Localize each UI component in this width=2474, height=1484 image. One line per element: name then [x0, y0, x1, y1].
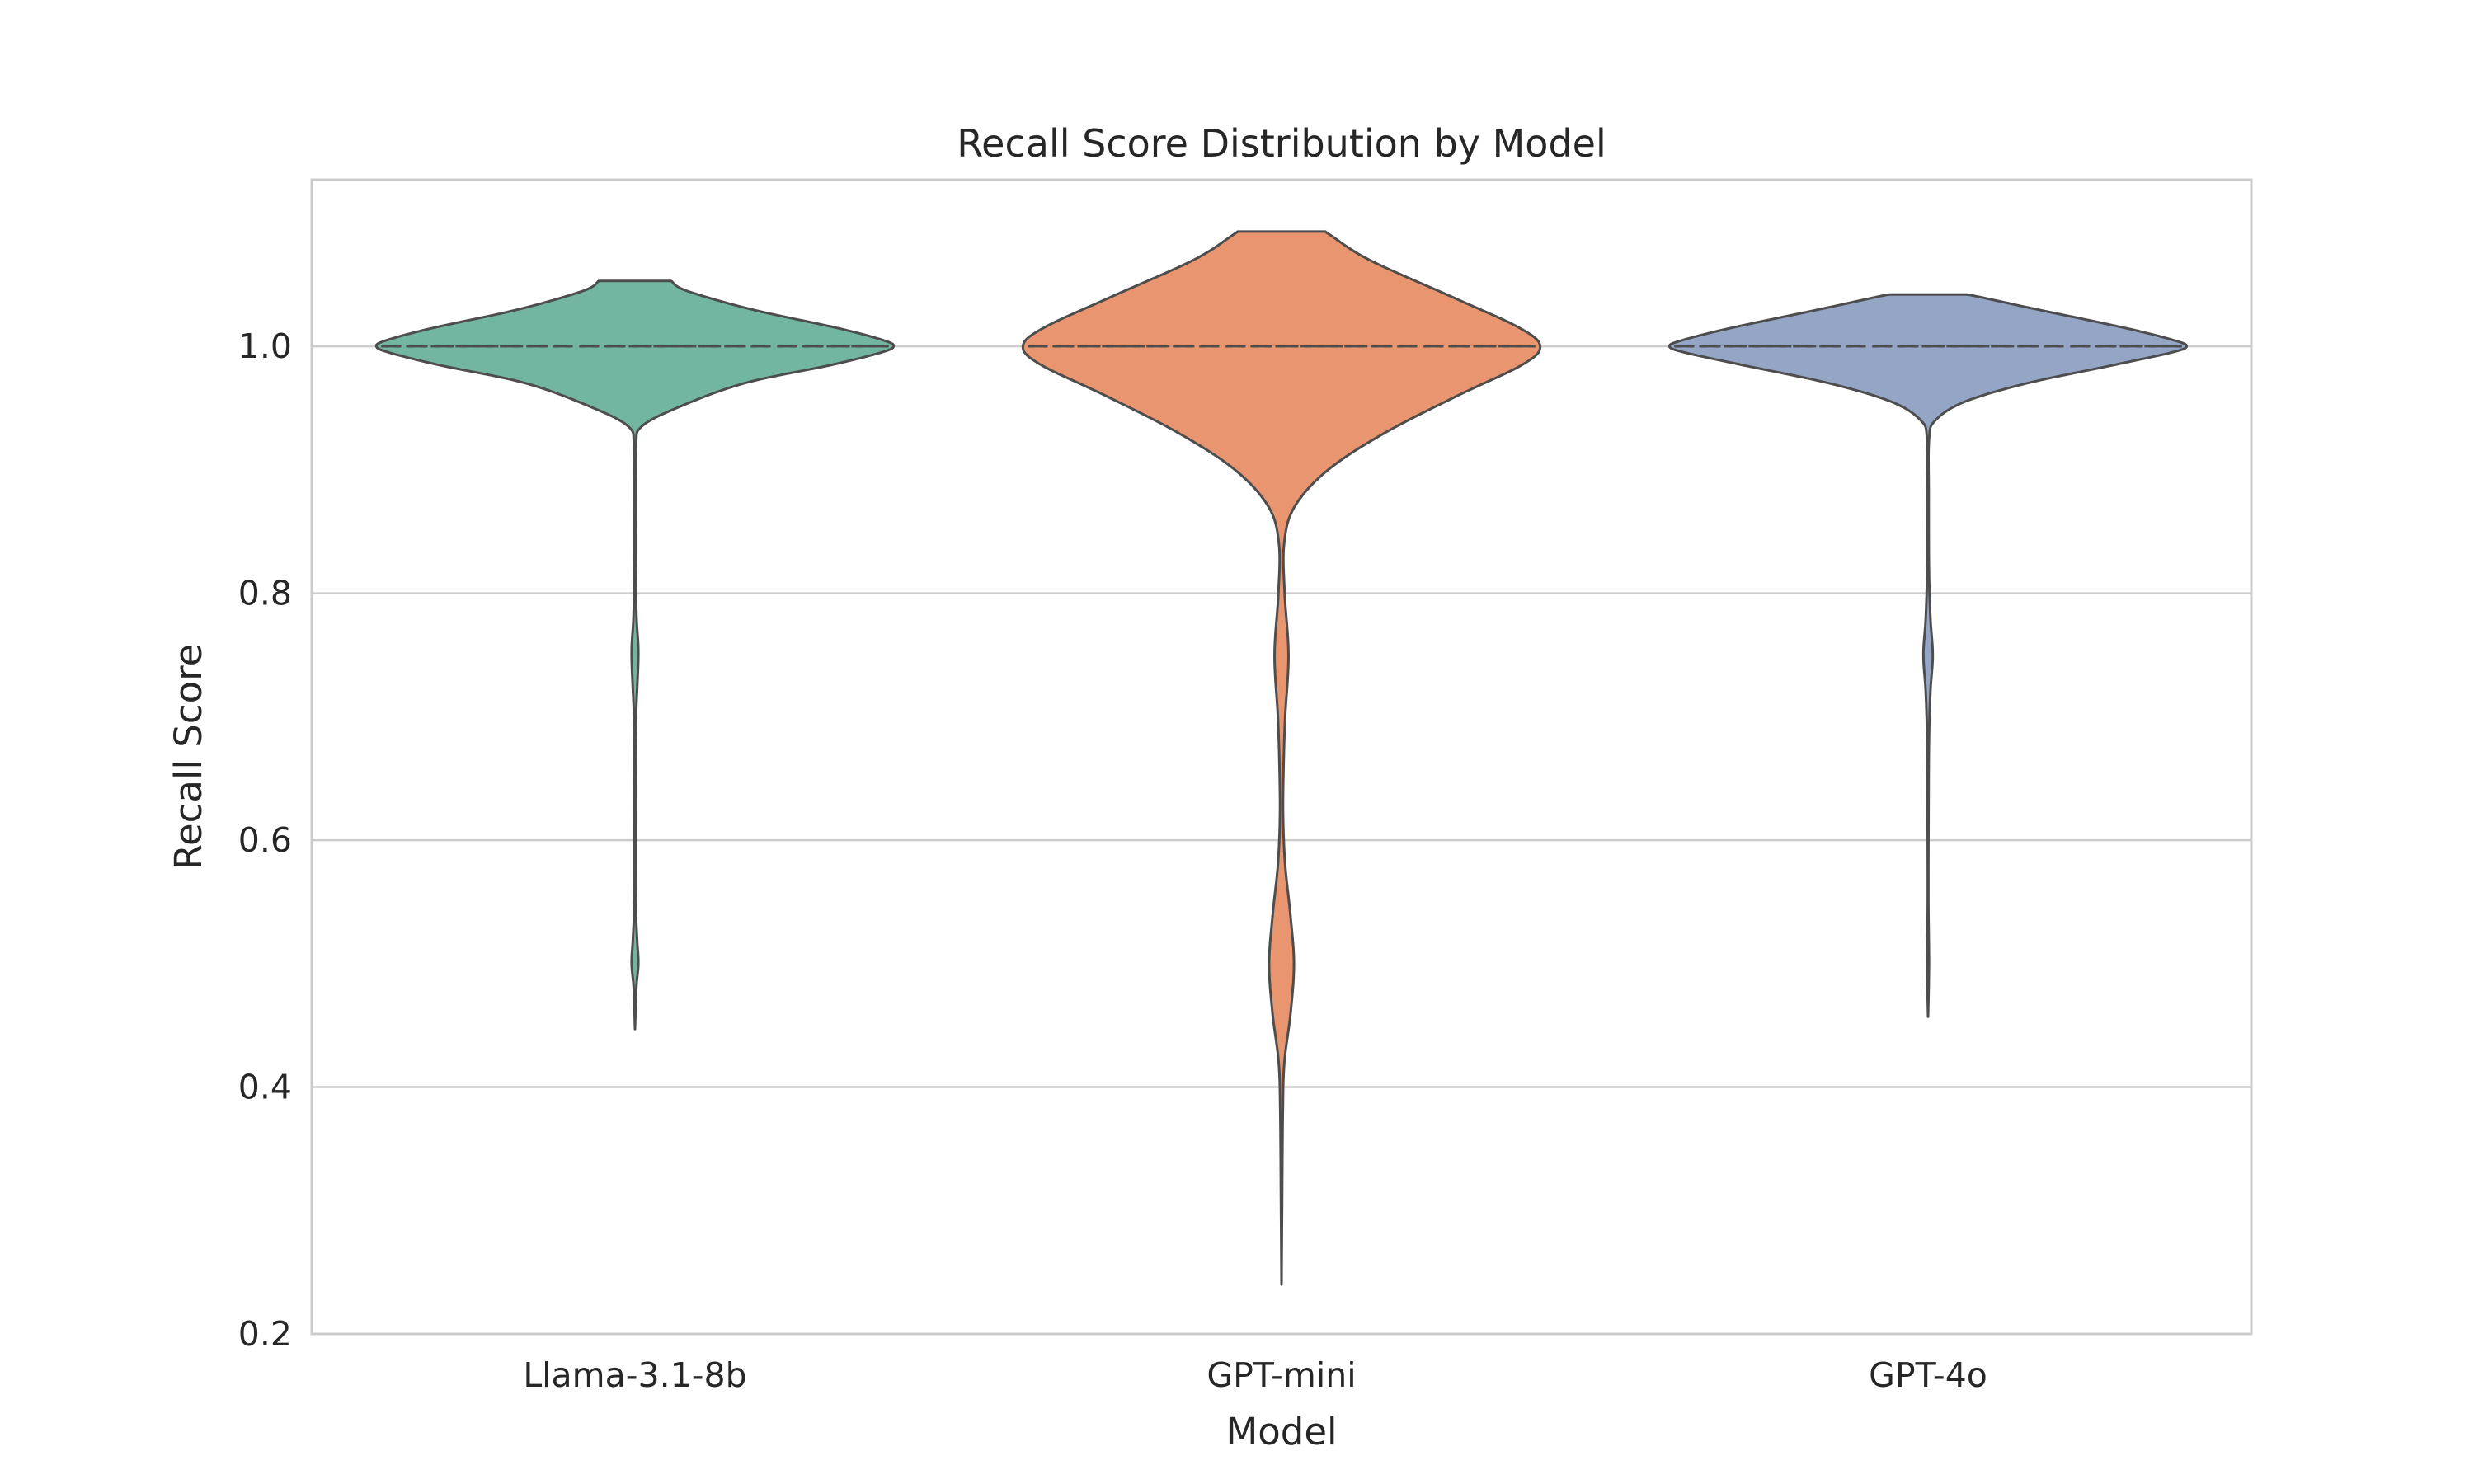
plot-frame — [310, 178, 2253, 1336]
y-tick-label-4: 1.0 — [238, 326, 292, 366]
x-tick-labels: Llama-3.1-8b GPT-mini GPT-4o — [523, 1355, 1987, 1395]
x-tick-label-2: GPT-4o — [1869, 1355, 1987, 1395]
violin-1 — [1021, 230, 1542, 1286]
y-tick-label-2: 0.6 — [238, 820, 292, 860]
violin-2 — [1667, 293, 2189, 1018]
violin-body-2 — [1667, 293, 2189, 1018]
y-tick-label-3: 0.8 — [238, 574, 292, 613]
chart-title: Recall Score Distribution by Model — [957, 121, 1606, 166]
violins — [374, 230, 2189, 1286]
violin-0 — [374, 279, 896, 1031]
y-axis-title: Recall Score — [167, 644, 210, 871]
y-tick-labels: 0.2 0.4 0.6 0.8 1.0 — [238, 326, 292, 1354]
x-axis-title: Model — [1225, 1410, 1337, 1453]
violin-body-0 — [374, 279, 896, 1031]
y-tick-label-1: 0.4 — [238, 1068, 292, 1107]
x-tick-label-1: GPT-mini — [1206, 1355, 1356, 1395]
x-tick-label-0: Llama-3.1-8b — [523, 1355, 746, 1395]
y-tick-label-0: 0.2 — [238, 1314, 292, 1354]
violin-body-1 — [1021, 230, 1542, 1286]
